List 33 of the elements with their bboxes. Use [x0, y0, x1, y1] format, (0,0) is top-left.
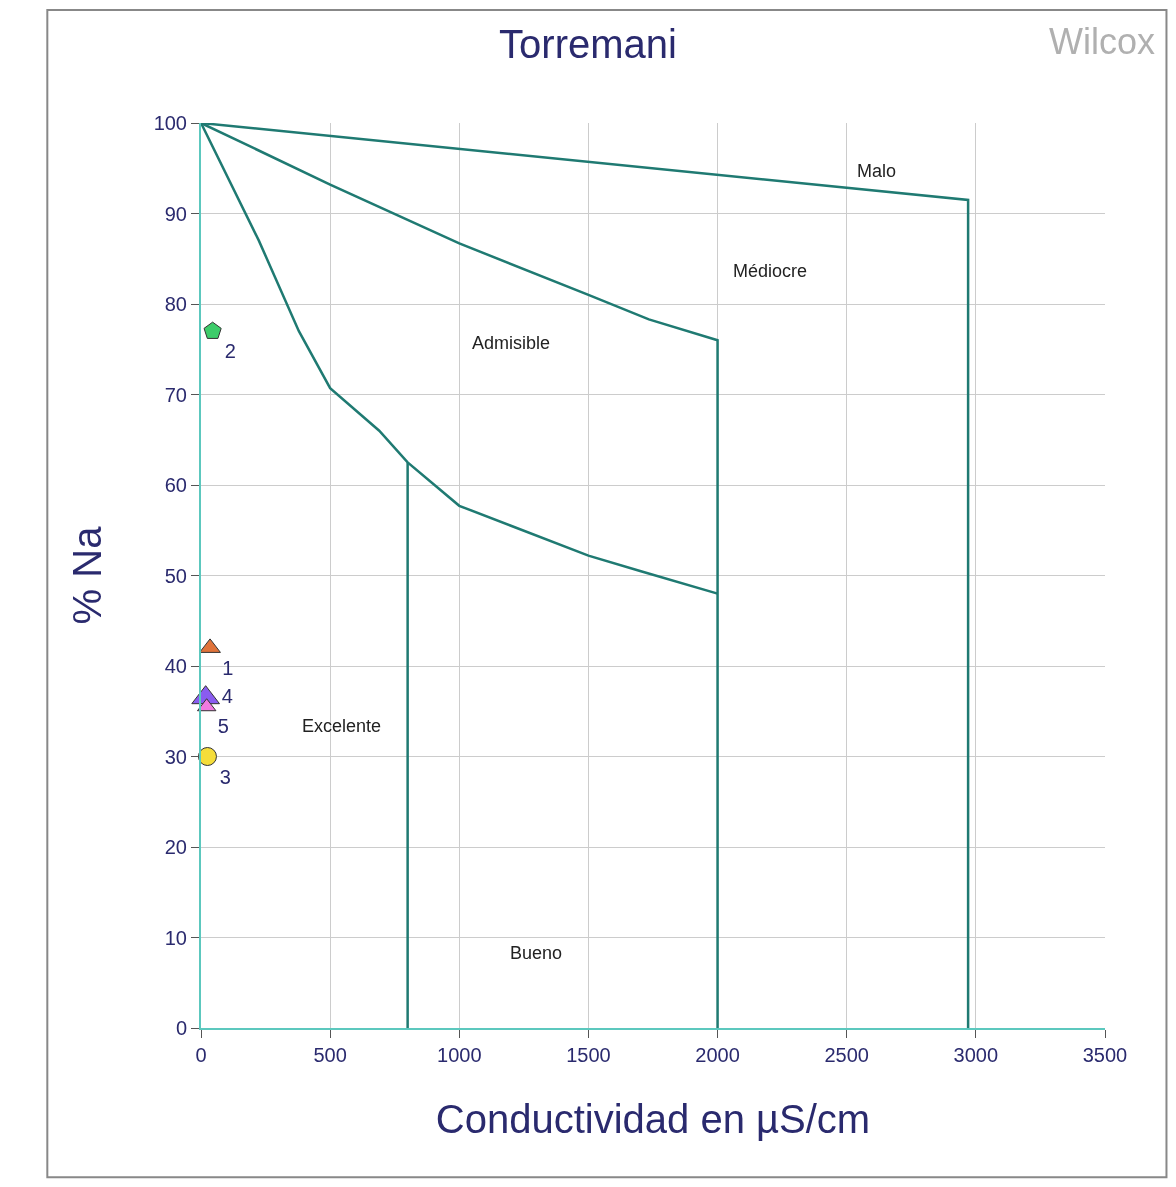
y-tick-label: 90 [164, 202, 187, 225]
y-axis-title: % Na [64, 525, 109, 625]
x-axis-title: Conductividad en µS/cm [435, 1097, 871, 1141]
y-tick-label: 30 [164, 745, 187, 768]
x-tick-label: 2500 [824, 1044, 869, 1066]
x-tick-label: 3000 [953, 1044, 999, 1066]
y-tick-label: 40 [164, 655, 187, 677]
x-tick-label: 3500 [1082, 1044, 1128, 1066]
series-label: 4 [221, 684, 233, 707]
chart-title: Torremani [499, 21, 677, 66]
annotation: Malo [857, 161, 897, 181]
series-label: 1 [222, 657, 234, 680]
x-tick-label: 1500 [566, 1044, 611, 1066]
y-tick-label: 0 [175, 1017, 187, 1039]
text: Wilcox [1049, 21, 1155, 62]
series-label: 2 [224, 340, 236, 363]
annotation: Excelente [302, 716, 382, 736]
x-tick-label: 0 [195, 1044, 207, 1066]
y-tick-label: 70 [164, 383, 187, 406]
annotation: Médiocre [733, 261, 808, 281]
series-label: 3 [219, 765, 231, 788]
y-tick-label: 50 [164, 564, 187, 587]
annotation: Bueno [510, 943, 563, 963]
series-label: 5 [217, 714, 229, 737]
x-tick-label: 500 [313, 1044, 347, 1066]
x-tick-label: 2000 [695, 1044, 740, 1066]
y-tick-label: 60 [164, 474, 187, 496]
y-tick-label: 100 [153, 112, 187, 134]
y-tick-label: 20 [164, 836, 187, 858]
annotation: Admisible [472, 333, 551, 353]
y-tick-label: 80 [164, 293, 187, 315]
x-tick-label: 1000 [437, 1044, 482, 1066]
y-tick-label: 10 [164, 926, 187, 949]
